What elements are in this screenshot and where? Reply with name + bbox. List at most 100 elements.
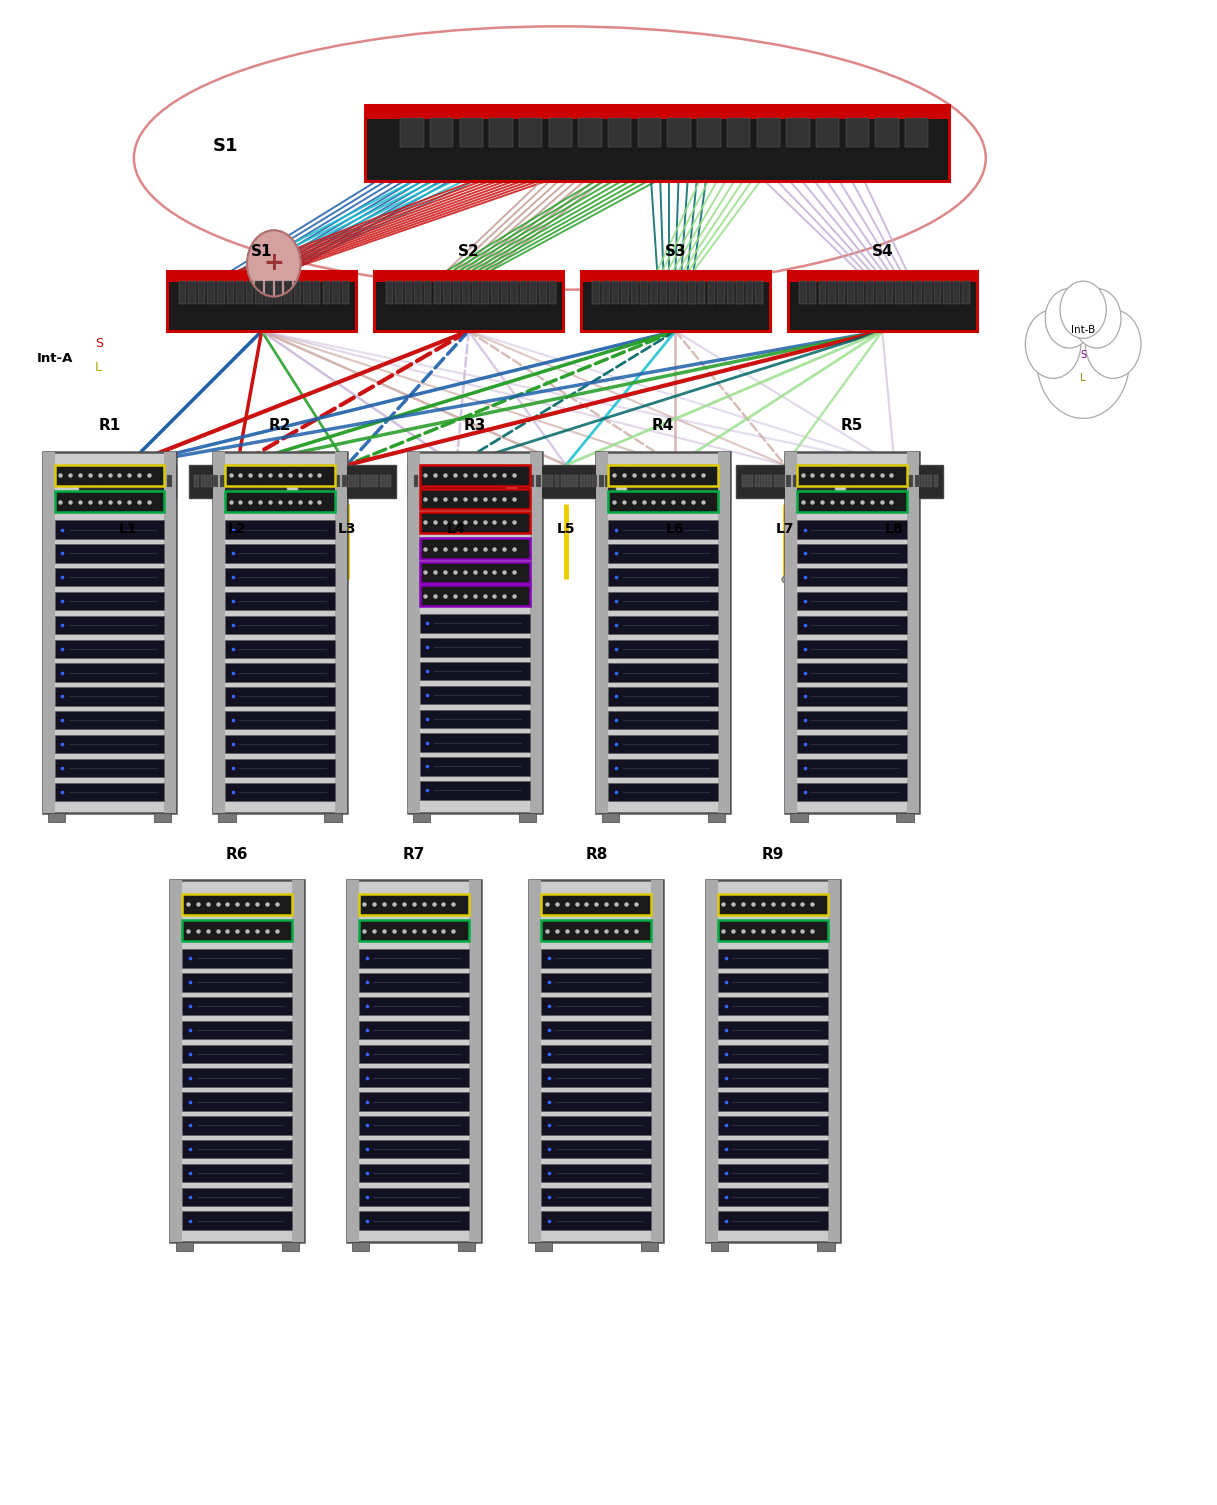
FancyBboxPatch shape — [529, 476, 534, 486]
FancyBboxPatch shape — [797, 616, 907, 634]
FancyBboxPatch shape — [797, 545, 907, 563]
Text: S1: S1 — [251, 244, 273, 259]
FancyBboxPatch shape — [129, 476, 134, 486]
FancyBboxPatch shape — [489, 476, 494, 486]
FancyBboxPatch shape — [817, 1242, 835, 1251]
FancyBboxPatch shape — [696, 476, 701, 486]
FancyBboxPatch shape — [225, 492, 335, 512]
Text: L1: L1 — [118, 522, 138, 536]
FancyBboxPatch shape — [718, 1069, 828, 1087]
FancyBboxPatch shape — [529, 281, 537, 304]
FancyBboxPatch shape — [706, 880, 840, 1242]
FancyBboxPatch shape — [246, 281, 253, 304]
FancyBboxPatch shape — [714, 476, 719, 486]
FancyBboxPatch shape — [797, 734, 907, 754]
FancyBboxPatch shape — [265, 281, 273, 304]
FancyBboxPatch shape — [718, 974, 828, 992]
FancyBboxPatch shape — [183, 1069, 292, 1087]
FancyBboxPatch shape — [420, 489, 529, 509]
FancyBboxPatch shape — [608, 616, 718, 634]
FancyBboxPatch shape — [915, 476, 920, 486]
FancyBboxPatch shape — [924, 281, 931, 304]
FancyBboxPatch shape — [852, 476, 857, 486]
Text: L: L — [1081, 373, 1086, 384]
FancyBboxPatch shape — [359, 996, 469, 1016]
FancyBboxPatch shape — [408, 465, 505, 498]
FancyBboxPatch shape — [660, 281, 667, 304]
FancyBboxPatch shape — [236, 281, 243, 304]
FancyBboxPatch shape — [846, 465, 943, 498]
FancyBboxPatch shape — [275, 281, 282, 304]
Circle shape — [1025, 310, 1081, 378]
FancyBboxPatch shape — [542, 1212, 651, 1230]
FancyBboxPatch shape — [708, 476, 713, 486]
FancyBboxPatch shape — [386, 476, 391, 486]
FancyBboxPatch shape — [542, 1163, 651, 1183]
FancyBboxPatch shape — [55, 591, 164, 611]
FancyBboxPatch shape — [914, 281, 922, 304]
FancyBboxPatch shape — [755, 476, 759, 486]
FancyBboxPatch shape — [596, 452, 608, 813]
FancyBboxPatch shape — [867, 281, 874, 304]
FancyBboxPatch shape — [671, 476, 675, 486]
FancyBboxPatch shape — [857, 281, 864, 304]
FancyBboxPatch shape — [718, 921, 828, 941]
FancyBboxPatch shape — [352, 1242, 370, 1251]
FancyBboxPatch shape — [717, 281, 724, 304]
FancyBboxPatch shape — [736, 281, 744, 304]
FancyBboxPatch shape — [460, 119, 483, 147]
FancyBboxPatch shape — [633, 476, 638, 486]
Text: S4: S4 — [871, 244, 893, 259]
FancyBboxPatch shape — [579, 476, 584, 486]
FancyBboxPatch shape — [953, 281, 960, 304]
FancyBboxPatch shape — [226, 476, 231, 486]
FancyBboxPatch shape — [907, 452, 919, 813]
FancyBboxPatch shape — [155, 476, 159, 486]
FancyBboxPatch shape — [226, 281, 234, 304]
Text: R2: R2 — [269, 418, 291, 433]
FancyBboxPatch shape — [239, 476, 243, 486]
FancyBboxPatch shape — [207, 476, 212, 486]
FancyBboxPatch shape — [55, 492, 164, 512]
FancyBboxPatch shape — [43, 452, 55, 813]
FancyBboxPatch shape — [183, 1163, 292, 1183]
FancyBboxPatch shape — [55, 465, 164, 486]
FancyBboxPatch shape — [225, 465, 335, 486]
FancyBboxPatch shape — [79, 465, 176, 498]
FancyBboxPatch shape — [858, 476, 863, 486]
FancyBboxPatch shape — [818, 476, 823, 486]
FancyBboxPatch shape — [523, 476, 528, 486]
FancyBboxPatch shape — [183, 1044, 292, 1063]
FancyBboxPatch shape — [877, 476, 882, 486]
FancyBboxPatch shape — [213, 452, 347, 813]
FancyBboxPatch shape — [183, 894, 292, 915]
FancyBboxPatch shape — [430, 119, 453, 147]
FancyBboxPatch shape — [183, 1117, 292, 1135]
FancyBboxPatch shape — [608, 521, 718, 539]
FancyBboxPatch shape — [542, 1117, 651, 1135]
FancyBboxPatch shape — [746, 281, 753, 304]
FancyBboxPatch shape — [578, 119, 601, 147]
FancyBboxPatch shape — [462, 281, 470, 304]
FancyBboxPatch shape — [183, 1187, 292, 1206]
FancyBboxPatch shape — [342, 476, 347, 486]
FancyBboxPatch shape — [225, 734, 335, 754]
FancyBboxPatch shape — [420, 512, 529, 533]
FancyBboxPatch shape — [896, 476, 901, 486]
FancyBboxPatch shape — [520, 281, 527, 304]
FancyBboxPatch shape — [316, 476, 321, 486]
FancyBboxPatch shape — [718, 1139, 828, 1159]
FancyBboxPatch shape — [97, 476, 102, 486]
FancyBboxPatch shape — [847, 281, 854, 304]
FancyBboxPatch shape — [927, 476, 932, 486]
FancyBboxPatch shape — [55, 640, 164, 658]
FancyBboxPatch shape — [168, 271, 355, 281]
FancyBboxPatch shape — [420, 686, 529, 704]
FancyBboxPatch shape — [824, 476, 829, 486]
FancyBboxPatch shape — [786, 119, 809, 147]
FancyBboxPatch shape — [469, 880, 481, 1242]
FancyBboxPatch shape — [408, 452, 542, 813]
Text: R8: R8 — [585, 847, 607, 862]
FancyBboxPatch shape — [55, 521, 164, 539]
FancyBboxPatch shape — [292, 880, 304, 1242]
